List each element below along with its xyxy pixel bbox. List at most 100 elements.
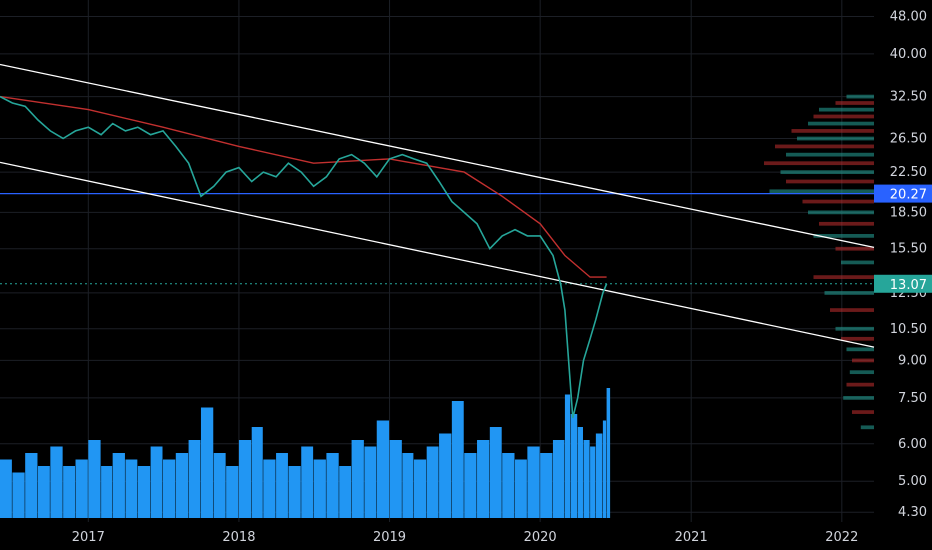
volume-bar-2019-05-01	[439, 433, 452, 518]
profile-bar-25.5	[775, 144, 874, 149]
volume-bar-2018-08-01	[326, 453, 339, 518]
volume-bar-2018-04-01	[276, 453, 288, 518]
volume-bars	[0, 388, 611, 518]
volume-bar-2020-06-10	[606, 388, 611, 518]
y-tick-label-22.50: 22.50	[890, 165, 927, 180]
volume-bar-2017-03-01	[112, 453, 125, 518]
profile-bar-22.5	[780, 170, 874, 175]
price-badge-label-20.27: 20.27	[890, 188, 927, 203]
volume-bar-2018-05-01	[288, 466, 301, 518]
volume-bar-2019-03-01	[413, 459, 427, 518]
volume-bar-2019-11-01	[514, 459, 527, 518]
profile-bar-27.5	[791, 129, 874, 133]
y-tick-label-32.50: 32.50	[890, 90, 927, 105]
y-tick-label-18.50: 18.50	[890, 205, 927, 220]
volume-bar-2018-06-01	[301, 446, 314, 518]
profile-bar-18.5	[808, 210, 874, 215]
volume-bar-2020-06-01	[602, 420, 607, 518]
volume-bar-2017-01-01	[88, 440, 101, 518]
profile-bar-11.5	[830, 308, 874, 312]
volume-profile	[764, 94, 874, 430]
volume-bar-2017-02-01	[101, 466, 113, 518]
profile-bar-30.5	[819, 107, 874, 112]
y-tick-label-9.00: 9.00	[898, 353, 927, 368]
profile-bar-20.5	[769, 189, 874, 194]
volume-bar-2019-08-01	[477, 440, 490, 518]
volume-bar-2018-02-01	[251, 427, 263, 518]
volume-bar-2017-07-01	[162, 459, 176, 518]
y-tick-label-48.00: 48.00	[890, 9, 927, 24]
volume-bar-2016-12-01	[75, 459, 88, 518]
y-tick-label-40.00: 40.00	[890, 47, 927, 62]
profile-bar-17.5	[819, 221, 874, 226]
profile-bar-8	[846, 382, 874, 387]
volume-bar-2018-01-01	[238, 440, 252, 518]
volume-bar-2017-06-01	[150, 446, 163, 518]
profile-bar-21.5	[786, 179, 874, 184]
y-tick-label-26.50: 26.50	[890, 132, 927, 147]
volume-bar-2018-10-01	[351, 440, 364, 518]
volume-bar-2019-06-01	[451, 401, 464, 518]
volume-bar-2020-02-01	[552, 440, 565, 518]
profile-bar-7	[852, 410, 874, 414]
volume-bar-2018-07-01	[313, 459, 326, 518]
volume-bar-2016-08-01	[25, 453, 38, 518]
volume-bar-2019-04-01	[426, 446, 439, 518]
volume-bar-2017-09-01	[188, 440, 201, 518]
volume-bar-2020-03-15	[570, 414, 578, 518]
y-tick-label-5.00: 5.00	[898, 474, 927, 489]
volume-bar-2019-12-01	[527, 446, 540, 518]
volume-bar-2016-09-01	[37, 466, 50, 518]
profile-bar-8.5	[849, 370, 874, 375]
volume-bar-2018-12-01	[376, 420, 390, 518]
volume-bar-2017-11-01	[213, 453, 226, 518]
profile-bar-16.5	[813, 234, 874, 238]
profile-bar-29.5	[813, 114, 874, 119]
time-axis[interactable]: 2017 2018 2019 2020 2021 2022	[72, 530, 859, 545]
volume-bar-2016-11-01	[63, 466, 76, 518]
volume-bar-2017-05-01	[137, 466, 151, 518]
profile-bar-6.5	[860, 425, 874, 430]
x-tick-label-2021: 2021	[675, 530, 708, 545]
price-badge-20.27	[874, 184, 932, 203]
volume-bar-2020-05-01	[590, 446, 596, 518]
volume-bar-2017-04-01	[125, 459, 138, 518]
x-tick-label-2019: 2019	[373, 530, 406, 545]
volume-bar-2020-04-15	[583, 440, 590, 518]
profile-bar-10	[841, 336, 874, 341]
price-badge-13.07	[874, 274, 932, 293]
y-tick-label-7.50: 7.50	[898, 391, 927, 406]
x-tick-label-2020: 2020	[524, 530, 557, 545]
x-tick-label-2018: 2018	[222, 530, 255, 545]
price-line[interactable]	[0, 95, 608, 419]
profile-bar-26.5	[797, 136, 874, 141]
profile-bar-28.5	[808, 121, 874, 126]
volume-bar-2016-06-01	[0, 459, 12, 518]
x-tick-label-2017: 2017	[72, 530, 105, 545]
profile-bar-10.5	[835, 326, 874, 331]
volume-bar-2018-11-01	[364, 446, 377, 518]
channel-line-lower[interactable]	[0, 161, 875, 348]
grid-lines	[0, 0, 874, 522]
volume-bar-2018-09-01	[339, 466, 352, 518]
volume-bar-2017-12-01	[226, 466, 239, 518]
profile-bar-31.5	[835, 101, 874, 105]
volume-bar-2017-10-01	[200, 407, 214, 518]
price-badges: 20.27 13.07	[874, 184, 932, 293]
y-tick-label-10.50: 10.50	[890, 322, 927, 337]
y-tick-label-4.30: 4.30	[898, 505, 927, 520]
volume-bar-2019-09-01	[489, 427, 502, 518]
volume-bar-2019-07-01	[464, 453, 477, 518]
y-tick-label-15.50: 15.50	[890, 242, 927, 257]
price-badge-label-13.07: 13.07	[890, 278, 927, 293]
profile-bar-9.5	[846, 347, 874, 352]
volume-bar-2016-10-01	[50, 446, 63, 518]
volume-bar-2018-03-01	[263, 459, 276, 518]
profile-bar-19.5	[802, 199, 874, 204]
profile-bar-32.5	[846, 94, 874, 99]
channel-line-upper[interactable]	[0, 63, 875, 249]
x-tick-label-2022: 2022	[825, 530, 858, 545]
profile-bar-13.5	[813, 275, 874, 279]
volume-bar-2019-10-01	[502, 453, 515, 518]
